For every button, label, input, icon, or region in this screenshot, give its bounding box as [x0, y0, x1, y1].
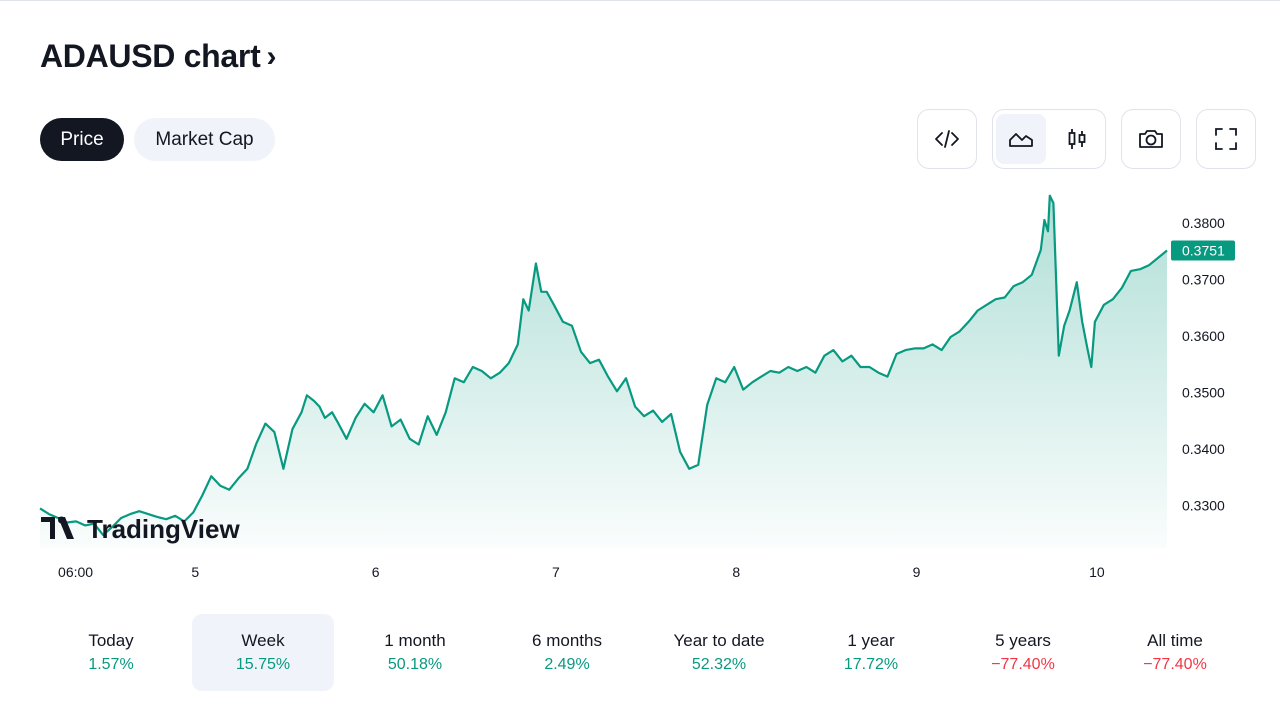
snapshot-button[interactable] [1121, 109, 1181, 169]
chart-title: ADAUSD chart [40, 38, 261, 74]
timeframe-label: All time [1147, 631, 1203, 650]
timeframe-label: Today [88, 631, 134, 650]
price-chart[interactable]: 0.3800 0.3700 0.3600 0.3500 0.3400 0.3300 06:… [0, 180, 1280, 600]
timeframe-week[interactable]: Week 15.75% [192, 614, 334, 691]
timeframe-label: Year to date [673, 631, 765, 650]
y-tick-label: 0.3500 [1182, 384, 1225, 400]
timeframe-label: 1 month [384, 631, 446, 650]
timeframe-change: 52.32% [691, 656, 747, 673]
top-divider [0, 0, 1280, 1]
tradingview-logo-icon [41, 517, 74, 539]
x-tick-label: 7 [552, 564, 560, 580]
x-tick-label: 5 [191, 564, 199, 580]
timeframe-6-months[interactable]: 6 months 2.49% [496, 614, 638, 691]
code-icon[interactable] [922, 114, 972, 164]
y-tick-label: 0.3300 [1182, 498, 1225, 514]
timeframe-change: 17.72% [843, 656, 899, 673]
last-price-marker: 0.3751 [1171, 240, 1235, 261]
x-tick-label: 6 [372, 564, 380, 580]
chart-title-link[interactable]: ADAUSD chart › [40, 38, 276, 75]
timeframe-change: 2.49% [544, 656, 590, 673]
timeframe-change: −77.40% [1143, 656, 1207, 673]
price-area-fill [40, 195, 1167, 548]
tradingview-watermark: TradingView [41, 514, 240, 544]
x-tick-label: 06:00 [58, 564, 93, 580]
embed-button[interactable] [917, 109, 977, 169]
timeframe-change: 1.57% [88, 656, 134, 673]
camera-icon[interactable] [1126, 114, 1176, 164]
tab-market-cap[interactable]: Market Cap [134, 118, 275, 161]
y-tick-label: 0.3700 [1182, 271, 1225, 287]
timeframe-1-month[interactable]: 1 month 50.18% [344, 614, 486, 691]
timeframe-label: 1 year [847, 631, 895, 650]
x-tick-label: 10 [1089, 564, 1105, 580]
tab-price[interactable]: Price [40, 118, 124, 161]
timeframe-all-time[interactable]: All time −77.40% [1104, 614, 1246, 691]
y-tick-label: 0.3800 [1182, 215, 1225, 231]
y-tick-label: 0.3600 [1182, 328, 1225, 344]
y-axis: 0.3800 0.3700 0.3600 0.3500 0.3400 0.3300 [1182, 215, 1225, 514]
timeframe-change: −77.40% [991, 656, 1055, 673]
timeframe-label: 5 years [995, 631, 1051, 650]
last-price-badge [1171, 240, 1235, 261]
tradingview-wordmark: TradingView [87, 514, 240, 544]
x-axis: 06:00 5 6 7 8 9 10 [58, 564, 1105, 580]
fullscreen-icon[interactable] [1201, 114, 1251, 164]
chart-type-group [992, 109, 1106, 169]
timeframe-label: 6 months [532, 631, 602, 650]
tradingview-logo-dot [58, 516, 65, 524]
price-series-line [39, 194, 1168, 537]
fullscreen-button[interactable] [1196, 109, 1256, 169]
area-chart-icon[interactable] [996, 114, 1046, 164]
timeframe-today[interactable]: Today 1.57% [40, 614, 182, 691]
x-tick-label: 9 [913, 564, 921, 580]
timeframe-1-year[interactable]: 1 year 17.72% [800, 614, 942, 691]
timeframe-change: 50.18% [387, 656, 443, 673]
x-tick-label: 8 [732, 564, 740, 580]
timeframe-5-years[interactable]: 5 years −77.40% [952, 614, 1094, 691]
timeframe-label: Week [241, 631, 285, 650]
last-price-label: 0.3751 [1182, 243, 1225, 259]
timeframe-year-to-date[interactable]: Year to date 52.32% [648, 614, 790, 691]
timeframe-row: Today 1.57% Week 15.75% 1 month 50.18% 6 mo… [40, 614, 1240, 691]
timeframe-change: 15.75% [235, 656, 291, 673]
y-tick-label: 0.3400 [1182, 441, 1225, 457]
chevron-right-icon: › [266, 39, 277, 73]
candlestick-icon[interactable] [1052, 114, 1102, 164]
